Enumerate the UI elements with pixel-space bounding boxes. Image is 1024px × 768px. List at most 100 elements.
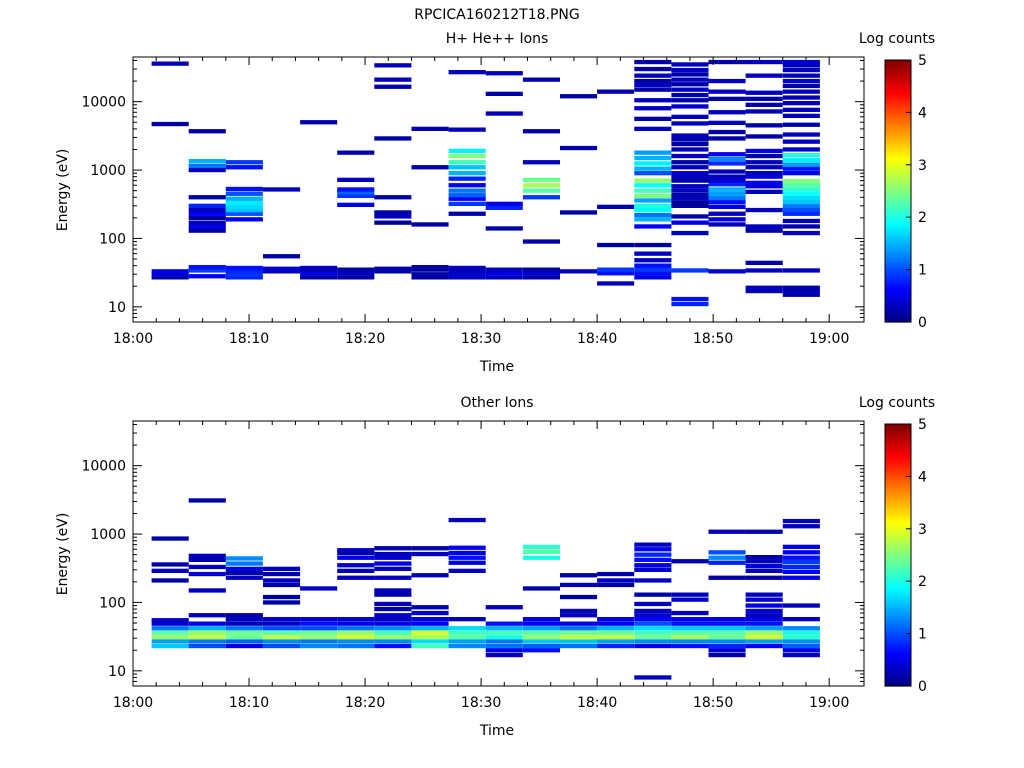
colorbar-tick-label: 5 [918,417,927,433]
spectrogram-cell [151,269,189,274]
colorbar-segment [885,259,911,263]
spectrogram-cell [782,73,820,78]
colorbar-segment [885,573,911,577]
spectrogram-cell [485,635,523,640]
x-tick-label: 18:00 [113,695,153,711]
colorbar-segment [885,486,911,491]
spectrogram-cell [448,617,486,622]
spectrogram-cell [597,271,635,276]
spectrogram-cell [597,635,635,640]
colorbar-segment [885,282,911,286]
spectrogram-cell [782,224,820,229]
colorbar-segment [885,135,911,140]
x-tick-label: 18:50 [693,695,733,711]
spectrogram-cell [634,621,672,626]
colorbar-segment [885,91,911,95]
spectrogram-cell [374,601,412,607]
spectrogram-cell [745,228,783,233]
spectrogram-cell [597,578,635,583]
spectrogram-cell [522,160,560,165]
spectrogram-cell [188,643,226,649]
panel-title: H+ He++ Ions [446,31,549,47]
spectrogram-cell [188,195,226,200]
plot-cells [151,59,820,307]
colorbar-segment [885,455,911,459]
colorbar-segment [885,128,911,132]
spectrogram-cell [188,571,226,577]
colorbar-segment [885,80,911,85]
spectrogram-cell [671,626,709,631]
spectrogram-cell [225,200,263,206]
spectrogram-cell [671,82,709,87]
spectrogram-cell [634,82,672,88]
colorbar-segment [885,471,911,475]
colorbar-frame [884,59,912,323]
spectrogram-cell [300,275,338,280]
spectrogram-cell [782,292,820,297]
spectrogram-cell [634,161,672,166]
spectrogram-cell [745,559,783,564]
spectrogram-cell [634,178,672,183]
spectrogram-cell [708,222,746,227]
colorbar-segment [885,188,911,192]
spectrogram-cell [708,96,746,101]
colorbar-segment [885,494,911,498]
colorbar-segment [885,515,911,519]
spectrogram-cell [225,643,263,649]
spectrogram-cell [671,137,709,142]
x-tick-label: 19:00 [809,695,849,711]
spectrogram-cell [225,621,263,626]
colorbar-segment [885,497,911,501]
spectrogram-cell [671,230,709,236]
spectrogram-cell [745,109,783,114]
colorbar-segment [885,659,911,664]
colorbar-segment [885,175,911,179]
spectrogram-cell [560,94,598,99]
colorbar-segment [885,193,911,197]
spectrogram-cell [522,239,560,244]
colorbar-segment [885,583,911,588]
spectrogram-cell [374,606,412,612]
spectrogram-cell [745,207,783,213]
figure-title: RPCICA160212T18.PNG [414,7,579,23]
colorbar-segment [885,633,911,637]
spectrogram-cell [782,195,820,201]
spectrogram-cell [374,613,412,618]
colorbar-segment [885,156,911,161]
spectrogram-cell [374,635,412,640]
spectrogram-cell [745,288,783,294]
colorbar-segment [885,232,911,237]
spectrogram-cell [634,557,672,562]
spectrogram-cell [745,174,783,179]
spectrogram-cell [782,630,820,635]
colorbar-segment [885,657,911,661]
spectrogram-cell [411,546,449,551]
colorbar-segment [885,227,911,231]
colorbar-segment [885,162,911,166]
spectrogram-cell [634,547,672,552]
spectrogram-cell [597,639,635,644]
spectrogram-cell [411,222,449,227]
spectrogram-cell [745,165,783,170]
spectrogram-cell [634,552,672,557]
spectrogram-cell [597,571,635,577]
spectrogram-cell [448,127,486,132]
spectrogram-cell [522,177,560,182]
spectrogram-cell [485,621,523,626]
colorbar-segment [885,541,911,546]
spectrogram-cell [782,555,820,560]
spectrogram-cell [745,621,783,626]
spectrogram-cell [782,268,820,273]
colorbar-segment [885,450,911,454]
spectrogram-cell [634,106,672,111]
spectrogram-cell [634,630,672,635]
colorbar-segment [885,185,911,189]
x-axis: 18:00 18:10 18:20 18:30 18:40 18:50 19:00 [113,421,849,711]
spectrogram-cell [411,265,449,270]
colorbar-segment [885,489,911,493]
spectrogram-cell [411,639,449,644]
spectrogram-cell [782,524,820,529]
colorbar-segment [885,578,911,582]
colorbar-label: Log counts [859,31,935,47]
x-tick-label: 18:20 [345,695,385,711]
